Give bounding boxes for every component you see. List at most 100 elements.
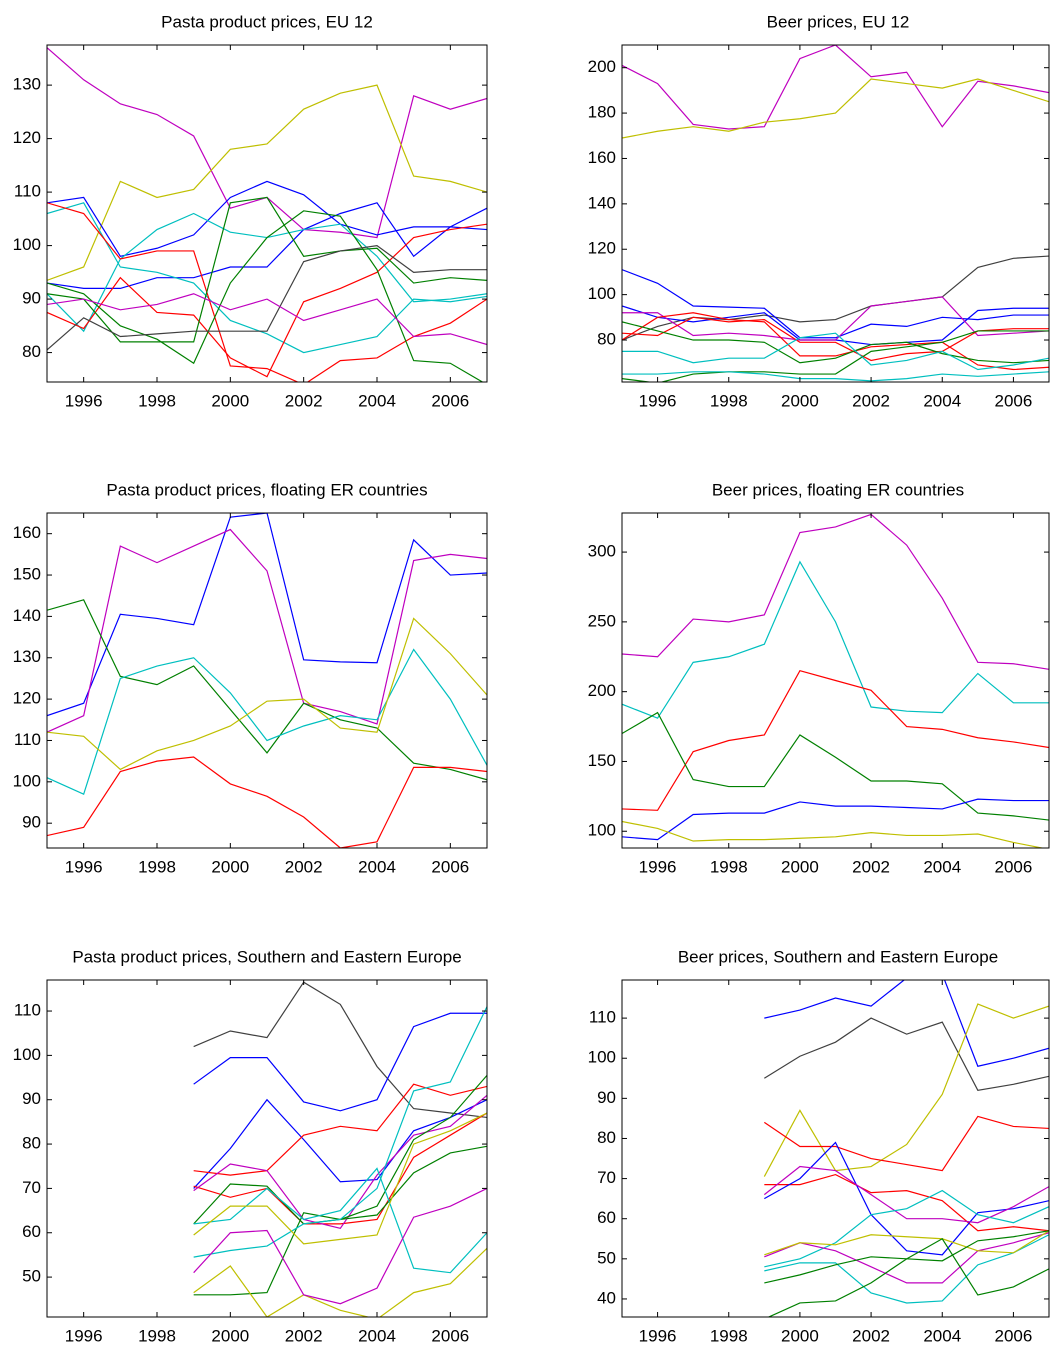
subplot: Pasta product prices, EU 12 1996 1998 2000 2…: [13, 12, 488, 410]
x-tick-label: 1998: [710, 391, 748, 410]
lines: [763, 980, 1049, 1317]
y-tick-label: 300: [588, 542, 616, 561]
y-tick-label: 120: [13, 689, 41, 708]
x-tick-label: 2006: [995, 391, 1033, 410]
y-tick-label: 150: [13, 565, 41, 584]
series-line: [764, 1232, 1049, 1284]
series-line: [764, 1189, 1049, 1268]
series-line: [47, 202, 487, 354]
series-line: [622, 316, 1049, 362]
x-tick-label: 2006: [431, 857, 469, 876]
series-line: [47, 202, 487, 382]
series-line: [47, 617, 487, 771]
series-line: [193, 1112, 487, 1225]
series-line: [764, 1173, 1049, 1232]
x-tick-label: 2006: [431, 1326, 469, 1345]
lines: [47, 513, 487, 848]
series-line: [764, 980, 1049, 1067]
lines: [47, 47, 487, 382]
y-tick-label: 90: [22, 813, 41, 832]
series-line: [193, 1098, 487, 1189]
x-tick-label: 1996: [639, 391, 677, 410]
series-line: [764, 1141, 1049, 1256]
y-tick-label: 50: [22, 1267, 41, 1286]
y-tick-label: 130: [13, 647, 41, 666]
x-tick-label: 1998: [138, 391, 176, 410]
series-line: [47, 180, 487, 257]
y-tick-label: 140: [13, 606, 41, 625]
x-tick-label: 2000: [211, 391, 249, 410]
subplot: Beer prices, EU 12 1996 1998 2000 2002 2004 20…: [588, 12, 1050, 410]
series-line: [622, 255, 1049, 341]
series-line: [47, 528, 487, 733]
y-tick-label: 70: [22, 1178, 41, 1197]
y-tick-label: 110: [14, 182, 41, 201]
series-line: [767, 1237, 1049, 1317]
x-tick-label: 2002: [285, 1326, 323, 1345]
series-line: [764, 1017, 1049, 1091]
series-line: [764, 1234, 1049, 1304]
y-tick-label: 40: [597, 1288, 616, 1307]
series-line: [764, 1230, 1049, 1284]
y-tick-label: 80: [22, 1134, 41, 1153]
x-tick-label: 2000: [781, 857, 819, 876]
series-line: [763, 1003, 1049, 1177]
subplot-title: Pasta product prices, Southern and Easte…: [72, 947, 461, 966]
y-tick-label: 110: [14, 1001, 41, 1020]
x-tick-label: 1996: [65, 857, 103, 876]
y-tick-label: 120: [13, 128, 41, 147]
series-line: [193, 981, 487, 1119]
series-line: [622, 269, 1049, 339]
y-tick-label: 200: [588, 681, 616, 700]
series-line: [47, 223, 487, 378]
series-line: [193, 1247, 487, 1317]
series-line: [193, 1012, 487, 1112]
y-tick-label: 80: [597, 330, 616, 349]
y-tick-label: 130: [13, 75, 41, 94]
subplot-title: Beer prices, Southern and Eastern Europe: [678, 947, 998, 966]
series-line: [47, 648, 487, 796]
axes-box: [46, 512, 488, 849]
series-line: [47, 756, 487, 848]
series-line: [193, 1006, 487, 1258]
series-line: [193, 1187, 487, 1305]
y-tick-label: 90: [22, 1089, 41, 1108]
x-tick-label: 2004: [358, 1326, 396, 1345]
series-line: [193, 1112, 487, 1245]
x-tick-label: 2006: [995, 857, 1033, 876]
series-line: [622, 312, 1049, 371]
y-tick-label: 60: [597, 1208, 616, 1227]
x-tick-label: 2004: [923, 391, 961, 410]
x-tick-label: 1998: [138, 857, 176, 876]
series-line: [622, 798, 1049, 841]
series-line: [47, 513, 487, 717]
series-line: [47, 202, 487, 289]
series-line: [193, 1094, 487, 1230]
x-tick-label: 1998: [710, 1326, 748, 1345]
series-line: [47, 210, 484, 382]
y-tick-label: 90: [22, 289, 41, 308]
subplot-title: Beer prices, floating ER countries: [712, 480, 964, 499]
x-tick-label: 1998: [138, 1326, 176, 1345]
subplot: Pasta product prices, floating ER countr…: [13, 480, 488, 876]
x-tick-label: 2002: [852, 857, 890, 876]
series-line: [622, 321, 1049, 364]
x-tick-label: 2002: [852, 1326, 890, 1345]
y-tick-label: 70: [597, 1168, 616, 1187]
series-line: [622, 670, 1049, 811]
x-tick-label: 2004: [358, 857, 396, 876]
y-tick-label: 80: [22, 342, 41, 361]
series-line: [622, 513, 1049, 670]
series-line: [193, 1167, 487, 1274]
x-tick-label: 2002: [852, 391, 890, 410]
series-line: [622, 296, 1049, 341]
series-line: [622, 330, 1049, 382]
x-tick-label: 2004: [923, 857, 961, 876]
y-tick-label: 160: [13, 523, 41, 542]
series-line: [47, 599, 487, 781]
x-tick-label: 1996: [639, 857, 677, 876]
subplot: Beer prices, floating ER countries 1996 19…: [588, 480, 1050, 876]
y-tick-label: 100: [13, 771, 41, 790]
x-tick-label: 2000: [781, 391, 819, 410]
